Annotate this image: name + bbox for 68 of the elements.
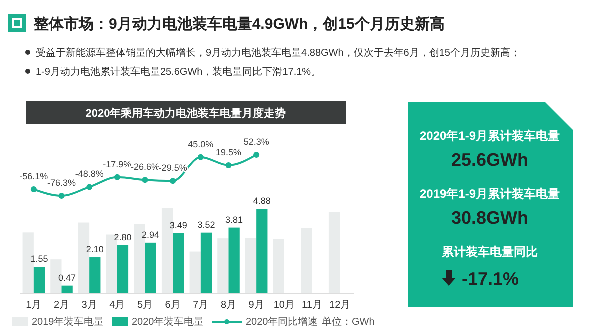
bar — [256, 209, 268, 294]
data-label: -48.8% — [75, 169, 104, 180]
bar — [245, 238, 257, 294]
data-label: 2.80 — [114, 232, 132, 242]
data-label: -26.6% — [130, 162, 160, 172]
bar — [173, 233, 184, 294]
bar — [228, 228, 240, 294]
data-label: 3.49 — [170, 220, 188, 230]
point — [198, 154, 204, 160]
text: -17.1% — [462, 269, 520, 289]
data-label: 1.55 — [30, 254, 48, 264]
x-tick-label: 9月 — [248, 300, 264, 311]
point — [30, 186, 37, 193]
bar — [328, 212, 340, 294]
x-tick-label: 7月 — [193, 300, 209, 311]
legend-label: 2019年装车电量 — [32, 316, 104, 328]
x-tick-label: 11月 — [302, 300, 322, 311]
bar — [273, 239, 284, 294]
data-label: -29.5% — [158, 163, 188, 174]
text: 1-9月动力电池累计装车电量25.6GWh，装电量同比下滑17.1%。 — [36, 66, 322, 78]
x-tick-label: 6月 — [165, 300, 181, 311]
bar — [218, 238, 229, 294]
text: 累计装车电量同比 — [441, 245, 538, 259]
data-label: 0.47 — [58, 272, 76, 283]
x-tick-label: 3月 — [82, 300, 98, 311]
data-label: 52.3% — [244, 137, 270, 147]
text: 2019年1-9月累计装车电量 — [420, 187, 560, 201]
bar — [117, 245, 129, 294]
data-label: 2.94 — [142, 230, 160, 240]
legend-label: 2020年同比增速 — [246, 316, 318, 328]
legend-label: 2020年装车电量 — [132, 316, 204, 328]
chart-title: 整体市场：9月动力电池装车电量4.9GWh，创15个月历史新高 — [33, 15, 445, 33]
bar — [90, 258, 101, 294]
data-label: -76.3% — [47, 178, 76, 188]
point — [170, 178, 176, 184]
data-label: -56.1% — [20, 172, 48, 182]
x-tick-label: 8月 — [220, 300, 237, 311]
data-label: 3.52 — [198, 220, 216, 230]
data-label: -17.9% — [103, 159, 132, 170]
x-tick-label: 10月 — [274, 300, 295, 311]
text: 2020年1-9月累计装车电量 — [420, 129, 560, 143]
data-label: 3.81 — [226, 214, 244, 225]
point — [58, 193, 65, 199]
text: 受益于新能源车整体销量的大幅增长，9月动力电池装车电量4.88GWh，仅次于去年6月，创15个月历史新高； — [36, 47, 520, 59]
point — [114, 174, 120, 180]
data-label: 19.5% — [216, 147, 242, 158]
text: 单位：GWh — [322, 316, 375, 328]
point — [86, 184, 93, 190]
point — [254, 152, 260, 158]
data-label: 4.88 — [253, 196, 271, 206]
chart-subtitle: 2020年乘用车动力电池装车电量月度走势 — [86, 107, 286, 120]
x-tick-label: 12月 — [330, 300, 351, 311]
bar — [145, 242, 156, 294]
bar — [200, 232, 212, 294]
data-label: 2.10 — [86, 244, 104, 255]
point — [142, 177, 148, 184]
bar — [62, 286, 73, 294]
bar — [301, 228, 312, 294]
data-label: 45.0% — [188, 139, 214, 150]
x-tick-label: 1月 — [26, 300, 42, 311]
text: 25.6GWh — [451, 150, 529, 170]
x-tick-label: 2月 — [54, 300, 70, 311]
x-tick-label: 4月 — [110, 300, 126, 311]
point — [226, 162, 232, 168]
x-tick-label: 5月 — [137, 300, 154, 311]
bar — [34, 267, 46, 294]
bar — [190, 252, 201, 294]
text: 30.8GWh — [451, 208, 529, 228]
